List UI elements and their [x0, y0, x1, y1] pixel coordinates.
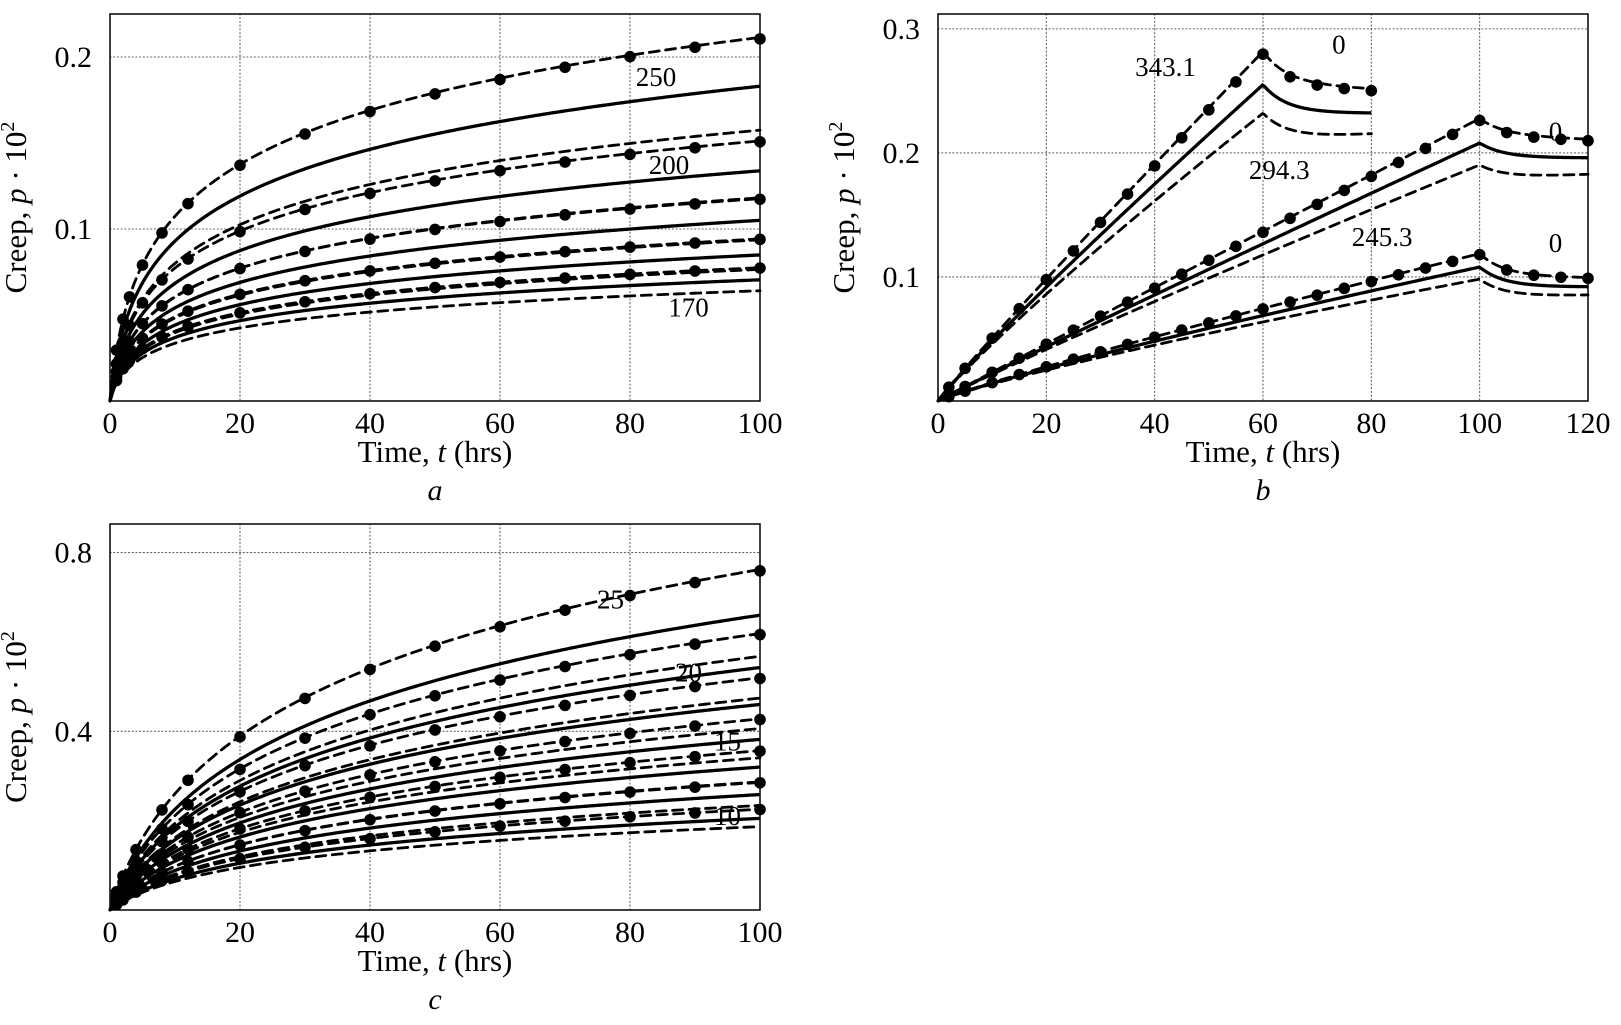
svg-text:Creep, p · 102: Creep, p · 102: [0, 122, 33, 294]
svg-text:0.4: 0.4: [55, 715, 93, 748]
svg-text:b: b: [1256, 474, 1271, 507]
svg-text:20: 20: [1031, 407, 1061, 440]
svg-text:40: 40: [1140, 407, 1170, 440]
svg-text:245.3: 245.3: [1352, 222, 1413, 252]
svg-text:100: 100: [738, 916, 783, 949]
svg-text:80: 80: [1356, 407, 1386, 440]
svg-text:0.1: 0.1: [883, 261, 921, 294]
svg-text:0: 0: [1332, 30, 1346, 60]
svg-text:Creep, p · 102: Creep, p · 102: [825, 122, 861, 294]
svg-text:0: 0: [103, 407, 118, 440]
svg-text:80: 80: [615, 916, 645, 949]
svg-text:20: 20: [225, 916, 255, 949]
svg-text:120: 120: [1566, 407, 1611, 440]
svg-text:20: 20: [225, 407, 255, 440]
svg-text:294.3: 294.3: [1249, 155, 1310, 185]
svg-text:a: a: [428, 474, 443, 507]
svg-text:0: 0: [1549, 228, 1563, 258]
svg-text:10: 10: [714, 801, 741, 831]
svg-text:250: 250: [636, 62, 677, 92]
svg-text:0.2: 0.2: [883, 137, 921, 170]
svg-text:0: 0: [103, 916, 118, 949]
svg-text:Time, t (hrs): Time, t (hrs): [358, 943, 513, 978]
svg-text:0.2: 0.2: [55, 41, 93, 74]
svg-text:0: 0: [1549, 117, 1563, 147]
svg-text:170: 170: [668, 293, 709, 323]
svg-text:0.3: 0.3: [883, 13, 921, 46]
svg-text:100: 100: [1457, 407, 1502, 440]
svg-text:15: 15: [714, 727, 741, 757]
svg-text:c: c: [428, 983, 441, 1016]
svg-text:80: 80: [615, 407, 645, 440]
svg-text:Creep, p · 102: Creep, p · 102: [0, 631, 33, 803]
svg-text:200: 200: [649, 150, 690, 180]
svg-text:Time, t (hrs): Time, t (hrs): [1186, 434, 1341, 469]
svg-text:343.1: 343.1: [1135, 52, 1196, 82]
svg-text:25: 25: [597, 584, 624, 614]
svg-text:0.8: 0.8: [55, 537, 93, 570]
svg-text:100: 100: [738, 407, 783, 440]
svg-text:0.1: 0.1: [55, 213, 93, 246]
svg-text:Time, t (hrs): Time, t (hrs): [358, 434, 513, 469]
svg-text:0: 0: [931, 407, 946, 440]
